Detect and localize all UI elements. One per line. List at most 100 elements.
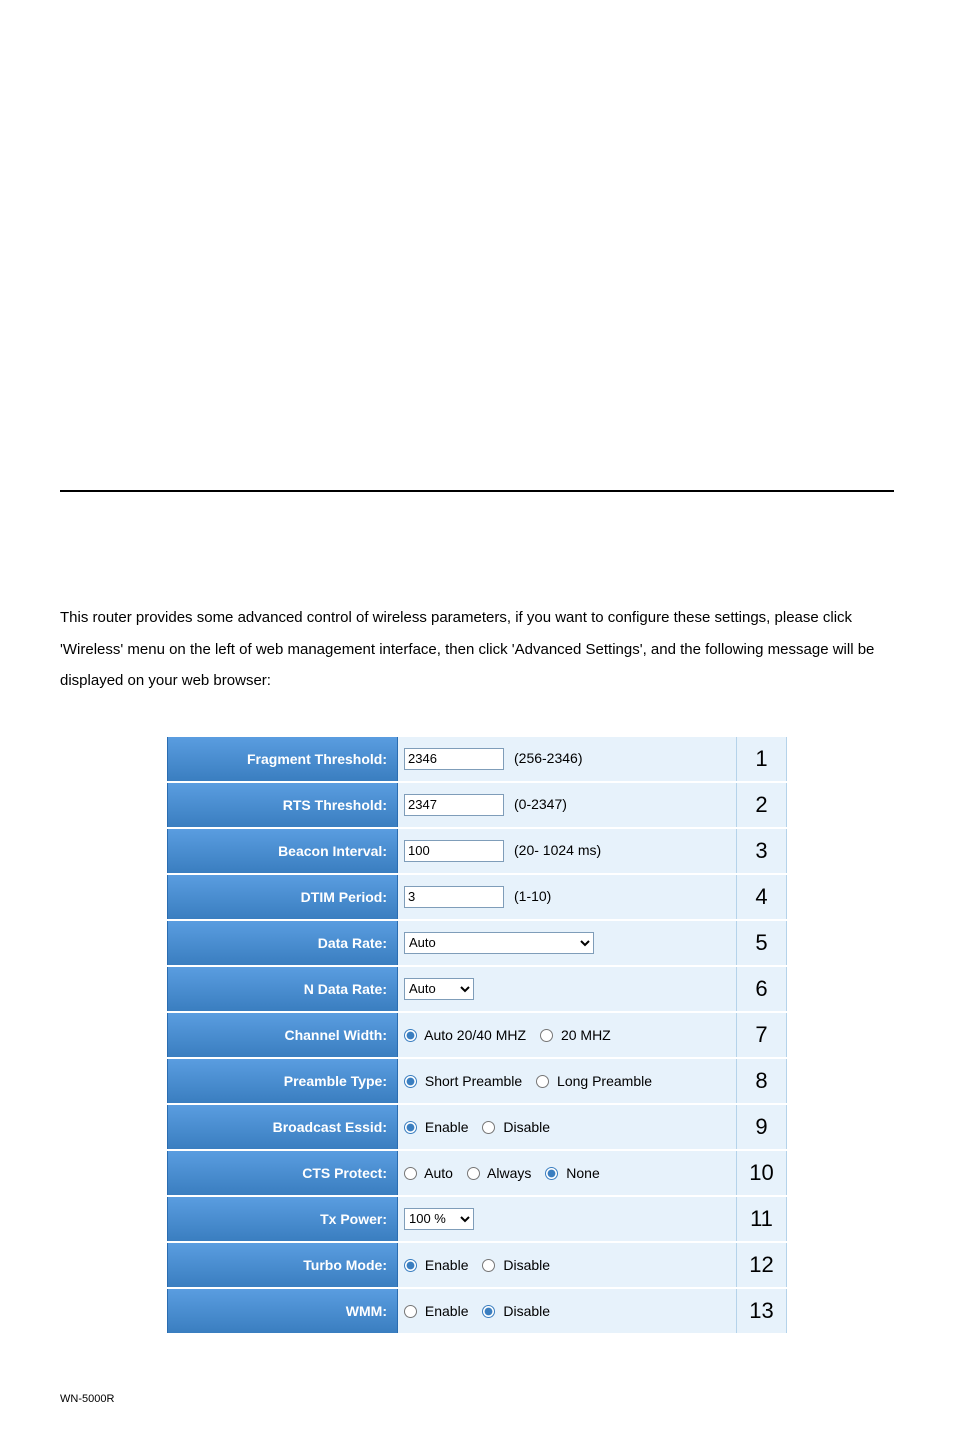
- setting-value-cell: Enable Disable: [398, 1243, 737, 1287]
- setting-value-cell: (1-10): [398, 875, 737, 919]
- setting-value-cell: Auto 20/40 MHZ 20 MHZ: [398, 1013, 737, 1057]
- table-row: RTS Threshold: (0-2347) 2: [168, 783, 787, 827]
- setting-value-cell: (20- 1024 ms): [398, 829, 737, 873]
- text-input[interactable]: [404, 840, 504, 862]
- select-input[interactable]: 100 %: [404, 1208, 474, 1230]
- radio-input[interactable]: [404, 1167, 417, 1180]
- row-number: 12: [737, 1243, 787, 1287]
- row-number: 1: [737, 737, 787, 781]
- setting-value-cell: (256-2346): [398, 737, 737, 781]
- row-number: 6: [737, 967, 787, 1011]
- radio-label-text: Disable: [499, 1119, 550, 1135]
- radio-input[interactable]: [482, 1305, 495, 1318]
- radio-label-text: Auto: [421, 1165, 453, 1181]
- radio-input[interactable]: [467, 1167, 480, 1180]
- radio-option[interactable]: Always: [467, 1165, 531, 1181]
- radio-label-text: Enable: [421, 1257, 468, 1273]
- table-row: Fragment Threshold:(256-2346)1: [168, 737, 787, 781]
- table-row: Preamble Type: Short Preamble Long Pream…: [168, 1059, 787, 1103]
- radio-option[interactable]: None: [545, 1165, 599, 1181]
- setting-label: Data Rate:: [168, 921, 398, 965]
- radio-input[interactable]: [540, 1029, 553, 1042]
- row-number: 13: [737, 1289, 787, 1333]
- radio-label-text: 20 MHZ: [557, 1027, 611, 1043]
- radio-option[interactable]: Enable: [404, 1119, 468, 1135]
- table-row: DTIM Period: (1-10) 4: [168, 875, 787, 919]
- setting-label: Turbo Mode:: [168, 1243, 398, 1287]
- radio-option[interactable]: Disable: [482, 1303, 550, 1319]
- select-input[interactable]: Auto: [404, 978, 474, 1000]
- setting-label: WMM:: [168, 1289, 398, 1333]
- footer-model: WN-5000R: [60, 1393, 894, 1405]
- table-row: Beacon Interval: (20- 1024 ms) 3: [168, 829, 787, 873]
- input-hint: (1-10): [514, 888, 551, 904]
- setting-value-cell: (0-2347): [398, 783, 737, 827]
- row-number: 10: [737, 1151, 787, 1195]
- radio-label-text: Disable: [499, 1257, 550, 1273]
- radio-label-text: Short Preamble: [421, 1073, 522, 1089]
- setting-label: CTS Protect:: [168, 1151, 398, 1195]
- text-input[interactable]: [404, 886, 504, 908]
- table-row: Tx Power: 100 % 11: [168, 1197, 787, 1241]
- setting-label: Channel Width:: [168, 1013, 398, 1057]
- input-hint: (20- 1024 ms): [514, 842, 601, 858]
- setting-value-cell: 100 %: [398, 1197, 737, 1241]
- setting-label: Beacon Interval:: [168, 829, 398, 873]
- table-row: N Data Rate: Auto 6: [168, 967, 787, 1011]
- table-row: CTS Protect: Auto Always None10: [168, 1151, 787, 1195]
- radio-input[interactable]: [482, 1121, 495, 1134]
- settings-table: Fragment Threshold:(256-2346)1RTS Thresh…: [167, 737, 787, 1333]
- table-row: Channel Width: Auto 20/40 MHZ 20 MHZ7: [168, 1013, 787, 1057]
- radio-input[interactable]: [545, 1167, 558, 1180]
- radio-option[interactable]: Enable: [404, 1303, 468, 1319]
- table-row: WMM: Enable Disable13: [168, 1289, 787, 1333]
- table-row: Broadcast Essid: Enable Disable9: [168, 1105, 787, 1149]
- radio-option[interactable]: Disable: [482, 1257, 550, 1273]
- setting-value-cell: Auto Always None: [398, 1151, 737, 1195]
- row-number: 7: [737, 1013, 787, 1057]
- row-number: 3: [737, 829, 787, 873]
- radio-input[interactable]: [404, 1305, 417, 1318]
- input-hint: (0-2347): [514, 796, 567, 812]
- setting-label: N Data Rate:: [168, 967, 398, 1011]
- row-number: 5: [737, 921, 787, 965]
- row-number: 8: [737, 1059, 787, 1103]
- setting-value-cell: Enable Disable: [398, 1289, 737, 1333]
- input-hint: (256-2346): [514, 750, 583, 766]
- radio-input[interactable]: [404, 1121, 417, 1134]
- text-input[interactable]: [404, 748, 504, 770]
- radio-label-text: None: [562, 1165, 599, 1181]
- setting-label: DTIM Period:: [168, 875, 398, 919]
- radio-input[interactable]: [482, 1259, 495, 1272]
- horizontal-rule: [60, 490, 894, 492]
- radio-label-text: Long Preamble: [553, 1073, 652, 1089]
- row-number: 11: [737, 1197, 787, 1241]
- radio-input[interactable]: [404, 1029, 417, 1042]
- select-input[interactable]: Auto: [404, 932, 594, 954]
- radio-option[interactable]: Auto: [404, 1165, 453, 1181]
- radio-option[interactable]: Disable: [482, 1119, 550, 1135]
- radio-label-text: Disable: [499, 1303, 550, 1319]
- radio-label-text: Auto 20/40 MHZ: [421, 1027, 526, 1043]
- radio-input[interactable]: [404, 1259, 417, 1272]
- radio-option[interactable]: Short Preamble: [404, 1073, 522, 1089]
- radio-input[interactable]: [404, 1075, 417, 1088]
- setting-value-cell: Auto: [398, 921, 737, 965]
- setting-label: RTS Threshold:: [168, 783, 398, 827]
- radio-label-text: Enable: [421, 1303, 468, 1319]
- radio-option[interactable]: Long Preamble: [536, 1073, 652, 1089]
- radio-label-text: Enable: [421, 1119, 468, 1135]
- table-row: Data Rate: Auto 5: [168, 921, 787, 965]
- radio-option[interactable]: 20 MHZ: [540, 1027, 611, 1043]
- intro-paragraph: This router provides some advanced contr…: [60, 602, 894, 697]
- row-number: 4: [737, 875, 787, 919]
- radio-label-text: Always: [484, 1165, 531, 1181]
- row-number: 2: [737, 783, 787, 827]
- radio-input[interactable]: [536, 1075, 549, 1088]
- setting-label: Tx Power:: [168, 1197, 398, 1241]
- setting-value-cell: Enable Disable: [398, 1105, 737, 1149]
- radio-option[interactable]: Auto 20/40 MHZ: [404, 1027, 526, 1043]
- setting-label: Broadcast Essid:: [168, 1105, 398, 1149]
- text-input[interactable]: [404, 794, 504, 816]
- radio-option[interactable]: Enable: [404, 1257, 468, 1273]
